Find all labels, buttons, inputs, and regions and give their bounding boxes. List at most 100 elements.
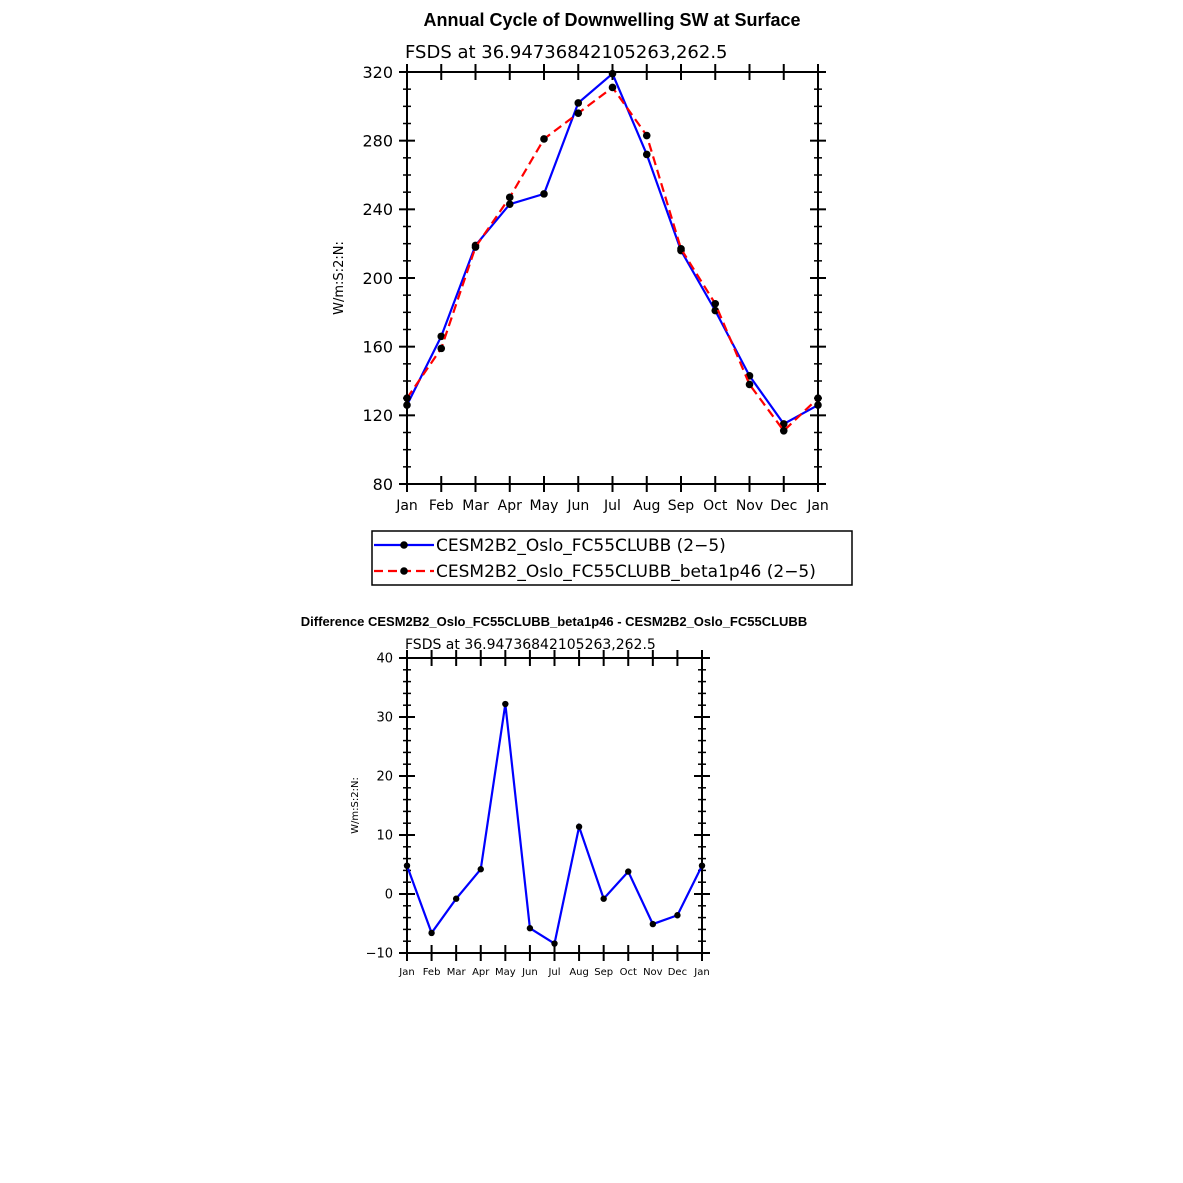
x-tick-label: Aug: [569, 967, 589, 978]
x-tick-label: Jun: [521, 967, 538, 978]
data-point: [649, 920, 657, 928]
data-point: [437, 344, 446, 353]
y-axis-label: W/m:S:2:N:: [350, 777, 361, 834]
x-tick-label: Jan: [398, 967, 414, 978]
plot-frame: [406, 657, 703, 954]
y-tick-label: 10: [376, 829, 393, 844]
plot-frame: [406, 71, 819, 485]
y-tick-label: 120: [362, 406, 393, 425]
y-axis: 80 120 160 200 240 280 320: [362, 63, 826, 494]
data-point: [505, 193, 514, 202]
x-tick-label: Apr: [498, 498, 522, 514]
series-line: [406, 85, 819, 433]
series-line: [406, 71, 819, 426]
data-point: [471, 243, 480, 251]
x-tick-label: Sep: [668, 498, 695, 514]
legend-marker: [400, 541, 408, 549]
data-point: [745, 380, 754, 389]
data-point: [575, 823, 583, 830]
data-point: [642, 150, 651, 159]
data-point: [452, 895, 460, 902]
data-point: [677, 245, 685, 253]
data-point: [711, 299, 720, 308]
series-1: [403, 700, 706, 947]
data-point: [779, 420, 788, 428]
x-tick-label: Jun: [566, 498, 589, 514]
chart-title: Difference CESM2B2_Oslo_FC55CLUBB_beta1p…: [301, 614, 807, 629]
x-tick-label: May: [495, 967, 516, 978]
x-tick-label: Jan: [693, 967, 709, 978]
legend-marker: [400, 567, 408, 575]
chart-2: Difference CESM2B2_Oslo_FC55CLUBB_beta1p…: [301, 614, 807, 978]
x-tick-label: Jul: [603, 498, 621, 514]
y-tick-label: −10: [366, 947, 393, 962]
legend-label: CESM2B2_Oslo_FC55CLUBB (2−5): [436, 536, 726, 556]
x-tick-label: Mar: [462, 498, 489, 514]
data-point: [642, 131, 651, 140]
series-1: [403, 69, 822, 428]
x-tick-label: Jan: [806, 498, 829, 514]
data-point: [505, 200, 514, 208]
data-point: [608, 83, 617, 92]
x-tick-label: Jul: [547, 967, 560, 978]
data-point: [600, 895, 607, 902]
y-tick-label: 20: [376, 770, 393, 785]
series-line: [405, 703, 703, 946]
y-tick-label: 30: [376, 711, 393, 726]
y-tick-label: 80: [373, 475, 393, 494]
y-axis-label: W/m:S:2:N:: [332, 241, 347, 315]
y-tick-label: 320: [362, 63, 393, 82]
x-tick-label: Mar: [447, 967, 467, 978]
data-point: [574, 109, 583, 117]
chart-1: Annual Cycle of Downwelling SW at Surfac…: [332, 10, 853, 586]
data-point: [814, 401, 822, 409]
x-tick-label: Feb: [423, 967, 441, 978]
data-point: [526, 925, 534, 932]
data-point: [711, 306, 720, 315]
y-tick-label: 240: [362, 200, 393, 219]
data-point: [779, 426, 788, 435]
y-tick-label: 0: [385, 888, 393, 903]
data-point: [814, 394, 822, 402]
data-point: [540, 135, 548, 143]
chart-title: Annual Cycle of Downwelling SW at Surfac…: [423, 10, 800, 30]
data-point: [403, 394, 411, 402]
y-tick-label: 160: [362, 337, 393, 356]
data-point: [403, 401, 411, 409]
x-tick-label: Nov: [643, 967, 663, 978]
data-point: [502, 700, 509, 708]
y-axis: −10 0 10 20 30 40: [366, 652, 710, 962]
data-point: [574, 99, 583, 107]
data-point: [428, 929, 435, 937]
x-tick-label: May: [530, 498, 559, 514]
y-tick-label: 280: [362, 131, 393, 150]
x-tick-label: Nov: [736, 498, 763, 514]
x-tick-label: Oct: [703, 498, 728, 514]
y-tick-label: 40: [376, 652, 393, 667]
series-2: [403, 83, 822, 435]
data-point: [698, 862, 706, 869]
legend: CESM2B2_Oslo_FC55CLUBB (2−5) CESM2B2_Oslo…: [371, 530, 853, 586]
data-point: [551, 940, 558, 947]
x-axis: Jan Feb Mar Apr May Jun Jul Aug Sep Oct Nov Dec Jan: [398, 650, 710, 978]
x-tick-label: Feb: [429, 498, 454, 514]
x-tick-label: Jan: [395, 498, 418, 514]
x-tick-label: Dec: [770, 498, 797, 514]
x-tick-label: Apr: [472, 967, 490, 978]
legend-label: CESM2B2_Oslo_FC55CLUBB_beta1p46 (2−5): [436, 562, 816, 582]
chart-subtitle: FSDS at 36.94736842105263,262.5: [405, 637, 656, 653]
chart-subtitle: FSDS at 36.94736842105263,262.5: [405, 42, 728, 63]
data-point: [625, 868, 632, 875]
data-point: [540, 190, 548, 198]
x-tick-label: Sep: [594, 967, 613, 978]
data-point: [674, 912, 681, 919]
data-point: [437, 332, 446, 341]
x-tick-label: Aug: [633, 498, 660, 514]
x-tick-label: Dec: [668, 967, 687, 978]
data-point: [608, 69, 617, 78]
y-tick-label: 200: [362, 269, 393, 288]
legend-box: [371, 530, 853, 586]
data-point: [477, 866, 484, 873]
